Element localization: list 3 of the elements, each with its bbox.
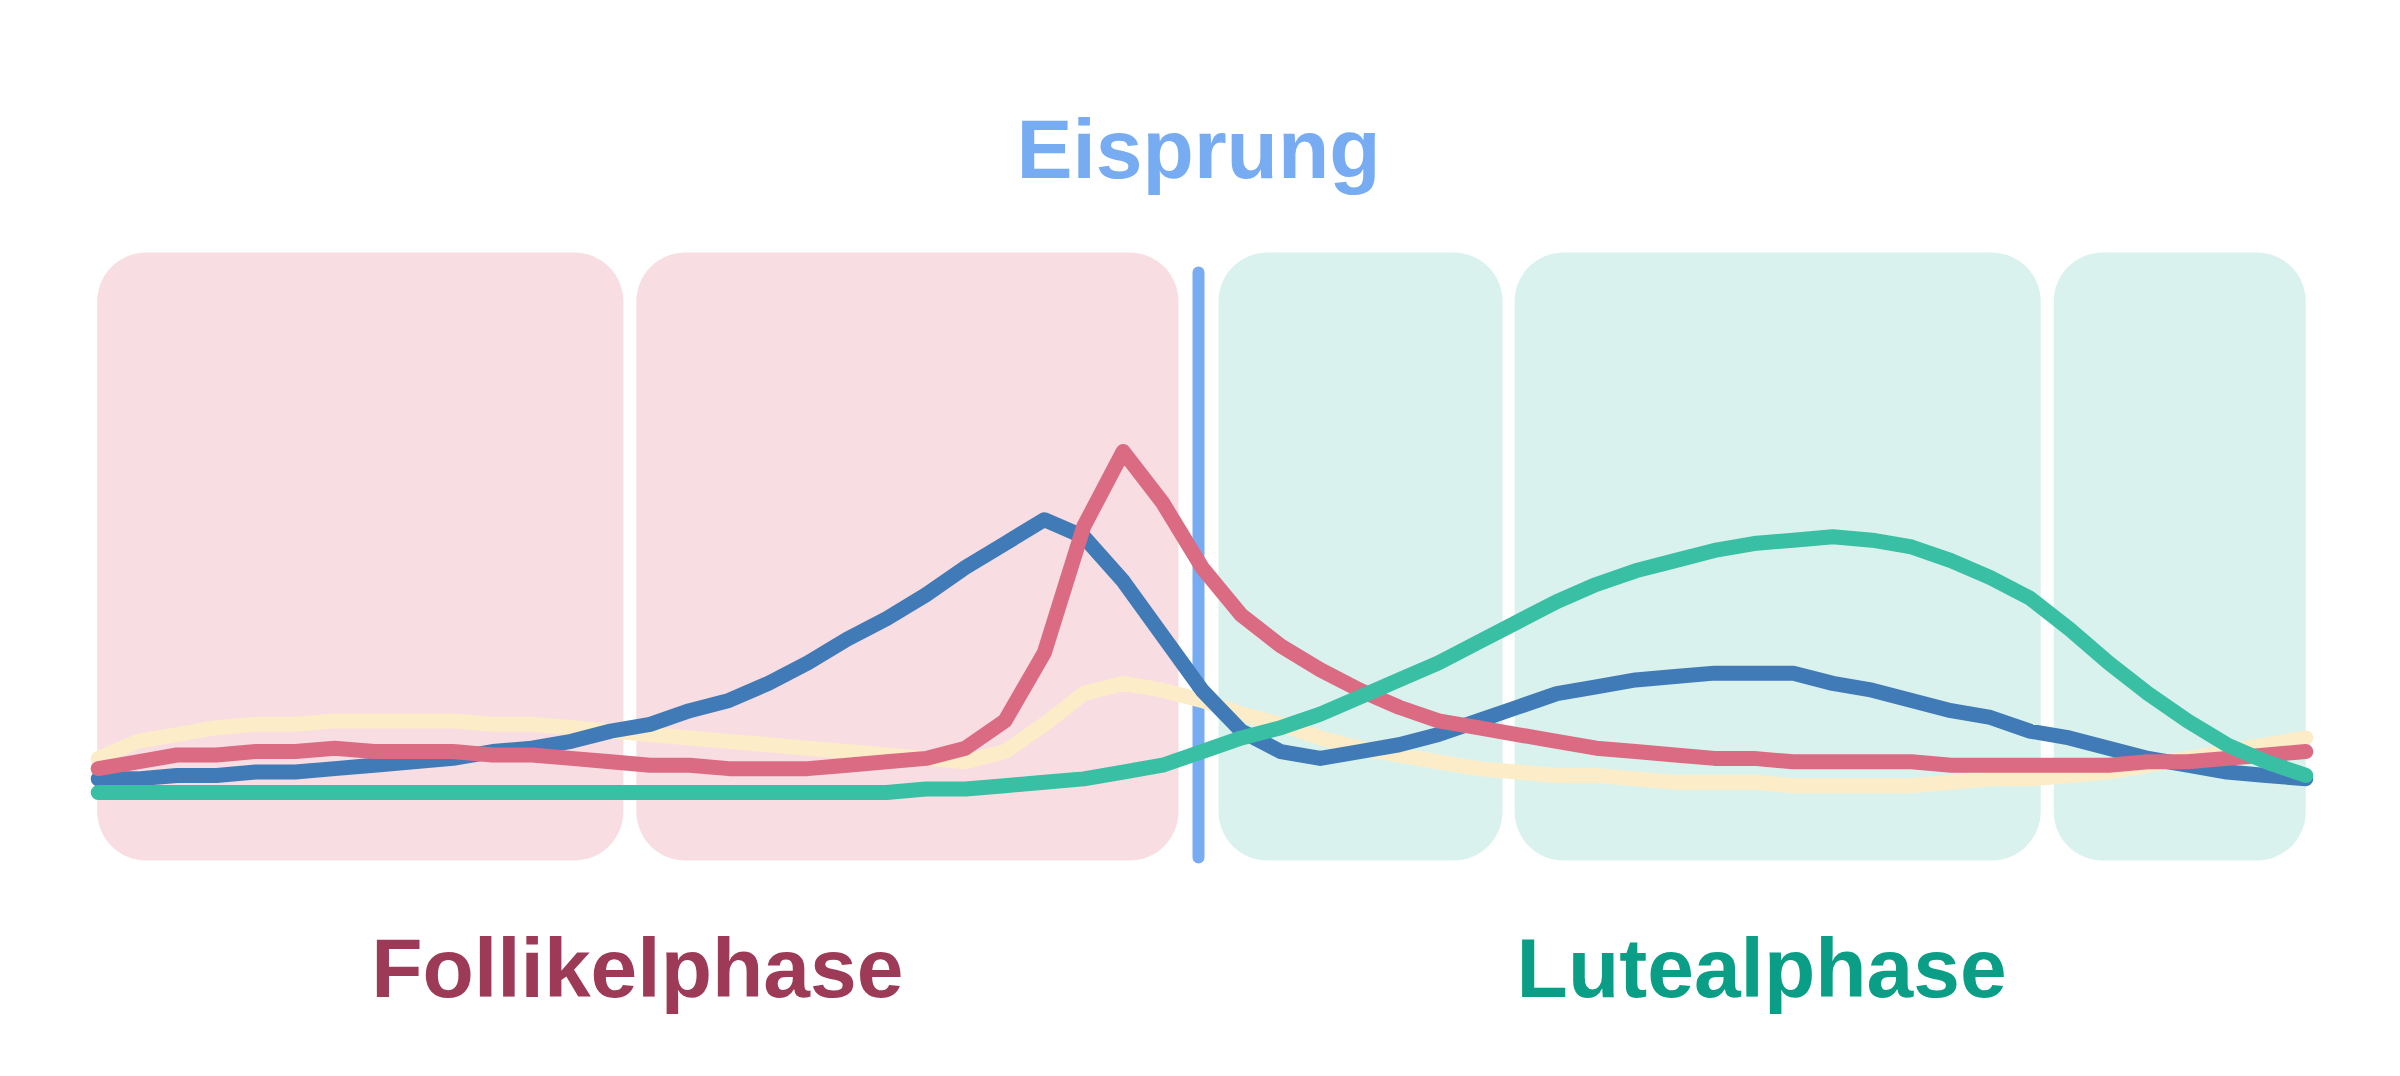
text: Lutealphase [1516,920,2007,1015]
text: Follikelphase [371,920,904,1015]
text: Eisprung [1016,101,1381,196]
